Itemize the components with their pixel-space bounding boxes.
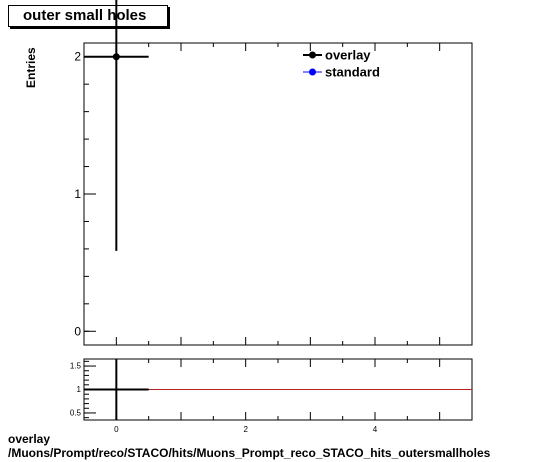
y-tick-label: 1	[77, 385, 82, 394]
x-tick-label: 2	[243, 425, 248, 434]
legend-marker-standard	[309, 68, 316, 76]
legend-label-overlay: overlay	[325, 48, 371, 63]
y-tick-label: 1	[74, 187, 81, 201]
main-plot: 0 1 2 overlay standard	[74, 0, 473, 346]
footer-caption: overlay /Muons/Prompt/reco/STACO/hits/Mu…	[8, 432, 490, 460]
y-tick-label: 0.5	[70, 409, 82, 418]
footer-line-1: overlay	[8, 432, 51, 446]
x-tick-label: 4	[373, 425, 378, 434]
legend-label-standard: standard	[325, 65, 380, 80]
x-tick-label: 0	[114, 425, 119, 434]
y-tick-label: 0	[74, 324, 81, 338]
plot-frame	[83, 42, 473, 346]
legend: overlay standard	[303, 48, 380, 80]
y-tick-label: 2	[74, 50, 81, 64]
legend-marker-overlay	[309, 51, 316, 59]
ratio-plot: 0 2 4 0.5 1 1.5	[70, 358, 473, 434]
y-tick-label: 1.5	[70, 362, 82, 371]
overlay-point	[112, 53, 120, 61]
footer-line-2: /Muons/Prompt/reco/STACO/hits/Muons_Prom…	[8, 446, 491, 460]
